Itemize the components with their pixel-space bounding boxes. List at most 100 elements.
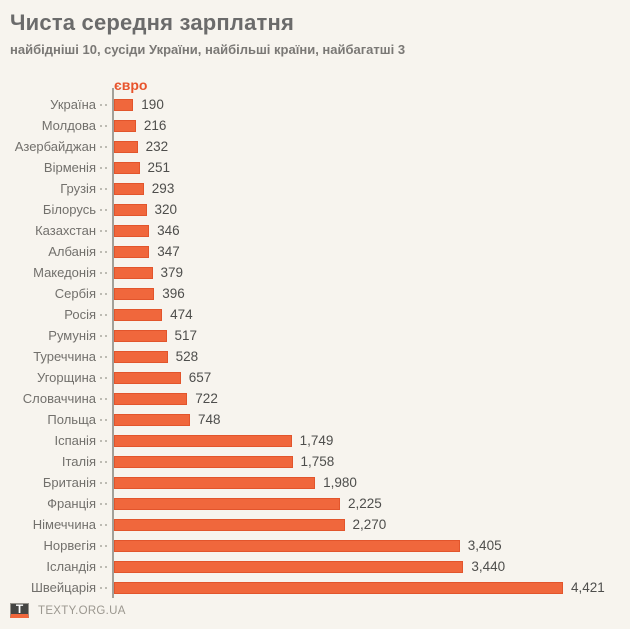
value-bar bbox=[114, 203, 147, 216]
page-subtitle: найбідніші 10, сусіди України, найбільші… bbox=[10, 42, 406, 57]
bar-track: 3,405 bbox=[112, 538, 620, 553]
country-label: Словаччина bbox=[22, 391, 96, 406]
value-label: 3,440 bbox=[471, 559, 506, 574]
bar-track: 346 bbox=[112, 223, 620, 238]
value-bar bbox=[114, 140, 138, 153]
tick-dots bbox=[96, 502, 112, 505]
country-label: Швейцарія bbox=[31, 580, 96, 595]
value-bar bbox=[114, 308, 163, 321]
tick-dots bbox=[96, 586, 112, 589]
tick-dots bbox=[96, 460, 112, 463]
country-label: Молдова bbox=[41, 118, 96, 133]
tick-dots bbox=[96, 250, 112, 253]
tick-dots bbox=[96, 439, 112, 442]
chart-row: Німеччина 2,270 bbox=[10, 514, 620, 535]
bar-track: 4,421 bbox=[112, 580, 620, 595]
value-bar bbox=[114, 434, 292, 447]
value-label: 293 bbox=[151, 181, 175, 196]
country-label: Македонія bbox=[33, 265, 96, 280]
bar-track: 379 bbox=[112, 265, 620, 280]
chart-row: Сербія 396 bbox=[10, 283, 620, 304]
chart-row: Польща 748 bbox=[10, 409, 620, 430]
tick-dots bbox=[96, 313, 112, 316]
bar-track: 748 bbox=[112, 412, 620, 427]
value-label: 2,270 bbox=[352, 517, 387, 532]
tick-dots bbox=[96, 208, 112, 211]
tick-dots bbox=[96, 397, 112, 400]
texty-logo-icon: T bbox=[10, 603, 29, 618]
tick-dots bbox=[96, 166, 112, 169]
chart-row: Румунія 517 bbox=[10, 325, 620, 346]
chart-row: Словаччина 722 bbox=[10, 388, 620, 409]
bar-track: 528 bbox=[112, 349, 620, 364]
country-label: Польща bbox=[47, 412, 96, 427]
country-label: Сербія bbox=[54, 286, 96, 301]
tick-dots bbox=[96, 481, 112, 484]
country-label: Росія bbox=[64, 307, 96, 322]
country-label: Румунія bbox=[48, 328, 96, 343]
value-label: 396 bbox=[162, 286, 185, 301]
bar-track: 1,980 bbox=[112, 475, 620, 490]
tick-dots bbox=[96, 187, 112, 190]
value-label: 748 bbox=[198, 412, 221, 427]
country-label: Ісландія bbox=[46, 559, 96, 574]
bar-chart: євро Україна 190 Молдова 216 Азербайджан 232 В… bbox=[10, 78, 620, 598]
value-label: 474 bbox=[170, 307, 193, 322]
value-label: 528 bbox=[175, 349, 199, 364]
y-axis-line bbox=[112, 88, 114, 598]
value-label: 346 bbox=[157, 223, 180, 238]
tick-dots bbox=[96, 544, 112, 547]
value-bar bbox=[114, 392, 188, 405]
page-title: Чиста середня зарплатня bbox=[10, 10, 295, 35]
country-label: Албанія bbox=[48, 244, 96, 259]
bar-track: 1,749 bbox=[112, 433, 620, 448]
chart-row: Албанія 347 bbox=[10, 241, 620, 262]
value-bar bbox=[114, 182, 144, 195]
chart-row: Норвегія 3,405 bbox=[10, 535, 620, 556]
value-label: 320 bbox=[154, 202, 178, 217]
value-label: 379 bbox=[160, 265, 184, 280]
country-label: Франція bbox=[47, 496, 96, 511]
value-label: 232 bbox=[145, 139, 169, 154]
tick-dots bbox=[96, 334, 112, 337]
value-label: 2,225 bbox=[348, 496, 382, 511]
country-label: Грузія bbox=[60, 181, 96, 196]
bar-track: 722 bbox=[112, 391, 620, 406]
chart-row: Грузія 293 bbox=[10, 178, 620, 199]
bar-track: 216 bbox=[112, 118, 620, 133]
value-label: 722 bbox=[195, 391, 218, 406]
chart-row: Росія 474 bbox=[10, 304, 620, 325]
source-site-label: TEXTY.ORG.UA bbox=[38, 604, 126, 617]
value-label: 3,405 bbox=[467, 538, 502, 553]
country-label: Україна bbox=[50, 97, 96, 112]
chart-row: Азербайджан 232 bbox=[10, 136, 620, 157]
bar-track: 517 bbox=[112, 328, 620, 343]
value-label: 517 bbox=[174, 328, 198, 343]
tick-dots bbox=[96, 355, 112, 358]
value-label: 347 bbox=[157, 244, 180, 259]
bar-track: 2,225 bbox=[112, 496, 620, 511]
tick-dots bbox=[96, 145, 112, 148]
country-label: Німеччина bbox=[32, 517, 96, 532]
country-label: Іспанія bbox=[54, 433, 97, 448]
country-label: Норвегія bbox=[43, 538, 96, 553]
bar-track: 347 bbox=[112, 244, 620, 259]
value-label: 216 bbox=[143, 118, 167, 133]
tick-dots bbox=[96, 523, 112, 526]
value-bar bbox=[114, 581, 563, 594]
value-bar bbox=[114, 161, 140, 174]
chart-row: Угорщина 657 bbox=[10, 367, 620, 388]
value-label: 1,749 bbox=[299, 433, 334, 448]
value-label: 1,758 bbox=[300, 454, 335, 469]
bar-track: 190 bbox=[112, 97, 620, 112]
value-label: 4,421 bbox=[571, 580, 605, 595]
value-bar bbox=[114, 98, 134, 111]
country-label: Азербайджан bbox=[14, 139, 96, 154]
value-bar bbox=[114, 476, 316, 489]
bar-track: 232 bbox=[112, 139, 620, 154]
tick-dots bbox=[96, 229, 112, 232]
value-bar bbox=[114, 224, 150, 237]
value-label: 190 bbox=[141, 97, 164, 112]
tick-dots bbox=[96, 271, 112, 274]
tick-dots bbox=[96, 565, 112, 568]
